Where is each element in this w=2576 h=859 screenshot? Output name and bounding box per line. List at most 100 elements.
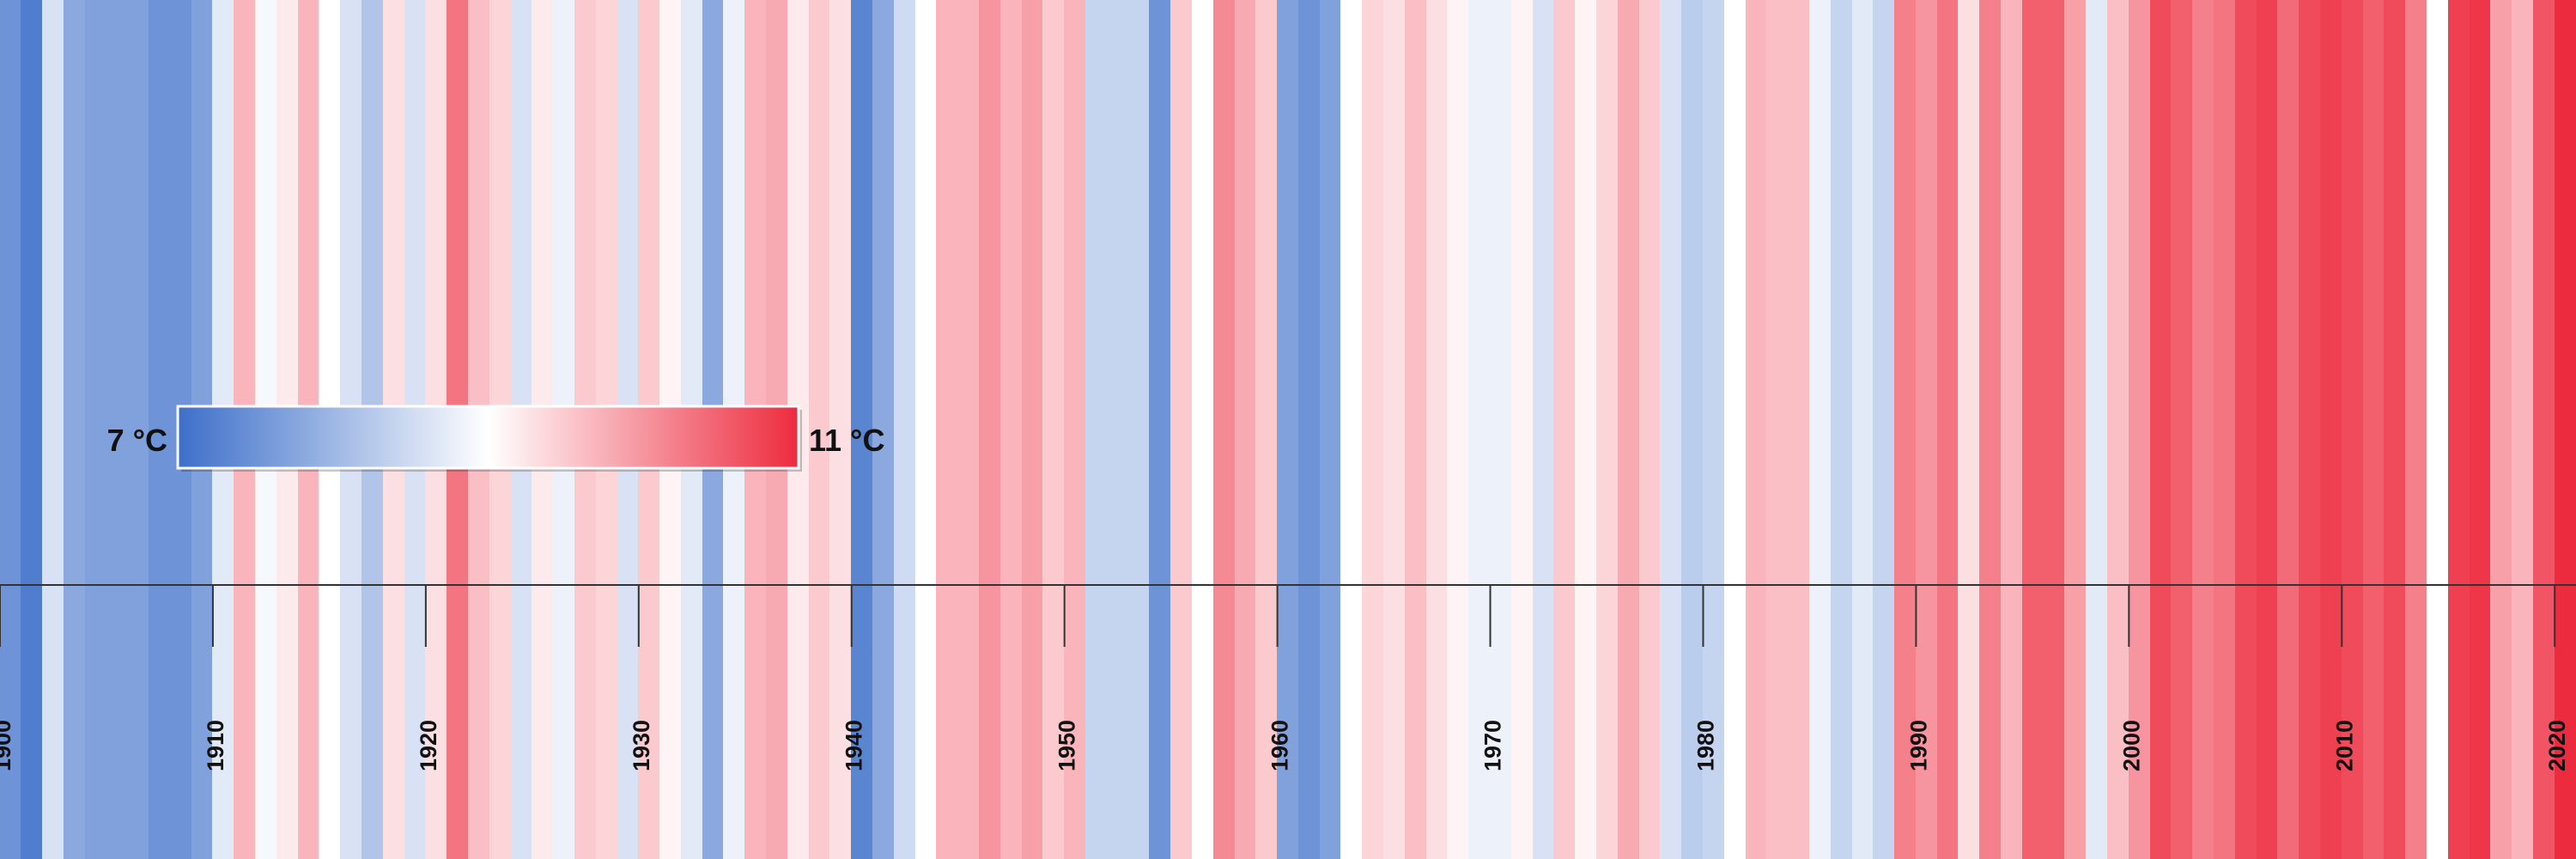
stripe-1942 bbox=[894, 0, 916, 859]
stripe-1965 bbox=[1383, 0, 1406, 859]
stripe-1970 bbox=[1490, 0, 1512, 859]
stripe-1999 bbox=[2107, 0, 2129, 859]
year-axis: 1900 1910 1920 1930 1940 1950 1960 1970 1980 1990… bbox=[0, 584, 2576, 771]
stripe-2018 bbox=[2512, 0, 2534, 859]
stripe-1943 bbox=[915, 0, 937, 859]
stripe-2015 bbox=[2448, 0, 2470, 859]
stripe-2016 bbox=[2470, 0, 2491, 859]
stripe-1969 bbox=[1468, 0, 1491, 859]
stripe-1940 bbox=[851, 0, 873, 859]
stripe-1975 bbox=[1596, 0, 1619, 859]
tick-label-1970: 1970 bbox=[1480, 720, 1506, 771]
stripe-1980 bbox=[1703, 0, 1725, 859]
tick-label-1990: 1990 bbox=[1905, 720, 1931, 771]
stripe-1959 bbox=[1255, 0, 1278, 859]
stripe-1987 bbox=[1852, 0, 1874, 859]
stripe-1972 bbox=[1533, 0, 1554, 859]
stripe-1997 bbox=[2064, 0, 2087, 859]
tick-label-1920: 1920 bbox=[416, 720, 441, 771]
stripe-1955 bbox=[1170, 0, 1193, 859]
legend-max-label: 11 °C bbox=[809, 423, 884, 458]
stripe-1966 bbox=[1405, 0, 1427, 859]
stripe-1953 bbox=[1128, 0, 1150, 859]
stripe-1991 bbox=[1937, 0, 1959, 859]
stripe-1985 bbox=[1809, 0, 1832, 859]
stripe-1989 bbox=[1894, 0, 1917, 859]
stripe-2020 bbox=[2555, 0, 2576, 859]
stripe-1961 bbox=[1298, 0, 1321, 859]
stripe-1962 bbox=[1320, 0, 1341, 859]
legend-color-bar bbox=[176, 405, 800, 470]
stripe-1946 bbox=[979, 0, 1001, 859]
stripe-2017 bbox=[2490, 0, 2512, 859]
tick-label-2010: 2010 bbox=[2331, 720, 2357, 771]
stripe-1950 bbox=[1064, 0, 1086, 859]
stripe-1903 bbox=[64, 0, 86, 859]
stripe-1964 bbox=[1362, 0, 1384, 859]
stripe-2007 bbox=[2277, 0, 2300, 859]
tick-label-1950: 1950 bbox=[1054, 720, 1080, 771]
stripe-2001 bbox=[2150, 0, 2172, 859]
stripe-1967 bbox=[1426, 0, 1448, 859]
stripe-1900 bbox=[0, 0, 21, 859]
stripe-1907 bbox=[149, 0, 171, 859]
stripe-2003 bbox=[2192, 0, 2215, 859]
stripe-1976 bbox=[1618, 0, 1640, 859]
stripe-1952 bbox=[1107, 0, 1129, 859]
stripe-1981 bbox=[1724, 0, 1747, 859]
tick-label-1980: 1980 bbox=[1692, 720, 1718, 771]
stripe-2008 bbox=[2299, 0, 2321, 859]
stripe-2012 bbox=[2384, 0, 2406, 859]
stripe-1978 bbox=[1660, 0, 1682, 859]
stripe-1963 bbox=[1340, 0, 1363, 859]
stripe-1960 bbox=[1277, 0, 1299, 859]
stripe-1984 bbox=[1788, 0, 1810, 859]
stripe-1982 bbox=[1746, 0, 1767, 859]
stripe-2004 bbox=[2214, 0, 2236, 859]
stripe-2014 bbox=[2427, 0, 2449, 859]
stripe-1973 bbox=[1553, 0, 1576, 859]
stripe-1992 bbox=[1958, 0, 1980, 859]
stripe-1956 bbox=[1192, 0, 1214, 859]
stripe-2019 bbox=[2533, 0, 2555, 859]
stripe-1993 bbox=[1979, 0, 2002, 859]
stripe-1947 bbox=[1000, 0, 1023, 859]
stripe-2009 bbox=[2320, 0, 2342, 859]
stripe-1988 bbox=[1873, 0, 1895, 859]
tick-label-1930: 1930 bbox=[629, 720, 654, 771]
stripe-1939 bbox=[829, 0, 852, 859]
stripe-1904 bbox=[85, 0, 106, 859]
stripe-1944 bbox=[936, 0, 958, 859]
stripe-1957 bbox=[1213, 0, 1236, 859]
stripe-1979 bbox=[1681, 0, 1704, 859]
stripe-2013 bbox=[2405, 0, 2427, 859]
stripe-1994 bbox=[2001, 0, 2023, 859]
stripe-1986 bbox=[1831, 0, 1853, 859]
stripe-1996 bbox=[2044, 0, 2065, 859]
stripe-2010 bbox=[2342, 0, 2364, 859]
stripe-1971 bbox=[1511, 0, 1534, 859]
stripe-1974 bbox=[1575, 0, 1597, 859]
stripe-1901 bbox=[21, 0, 43, 859]
tick-label-1900: 1900 bbox=[0, 720, 15, 771]
stripe-1958 bbox=[1235, 0, 1256, 859]
stripe-1949 bbox=[1042, 0, 1065, 859]
stripe-1938 bbox=[809, 0, 830, 859]
stripe-1998 bbox=[2086, 0, 2108, 859]
stripe-1941 bbox=[872, 0, 895, 859]
stripe-1945 bbox=[957, 0, 980, 859]
stripe-2005 bbox=[2235, 0, 2257, 859]
stripe-1902 bbox=[42, 0, 64, 859]
stripe-2002 bbox=[2171, 0, 2193, 859]
tick-label-2020: 2020 bbox=[2544, 720, 2570, 771]
tick-label-2000: 2000 bbox=[2118, 720, 2144, 771]
stripe-2011 bbox=[2363, 0, 2385, 859]
temperature-legend: 7 °C 11 °C bbox=[107, 405, 884, 472]
stripe-1983 bbox=[1766, 0, 1789, 859]
stripe-1990 bbox=[1916, 0, 1938, 859]
stripe-1968 bbox=[1447, 0, 1469, 859]
tick-label-1910: 1910 bbox=[203, 720, 228, 771]
tick-label-1960: 1960 bbox=[1267, 720, 1293, 771]
